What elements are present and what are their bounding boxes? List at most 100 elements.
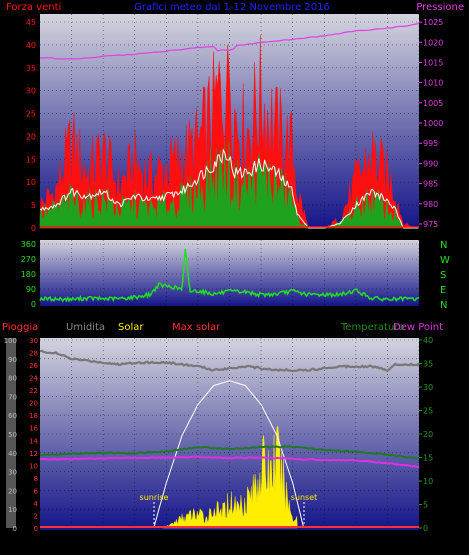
weather-x-tick-label: 16 [288, 540, 298, 549]
temperature-tick-label: 40 [423, 336, 433, 345]
wind-x-tick-label: 20 [351, 232, 361, 241]
humidity-tick-label: 0 [13, 525, 17, 533]
wind-left-tick-label: 0 [31, 224, 36, 233]
wind-direction-line [39, 248, 420, 303]
pressure-tick-label: 975 [423, 220, 438, 229]
pressure-line [39, 23, 420, 60]
wind-left-tick-label: 15 [26, 155, 36, 164]
humidity-tick-label: 100 [4, 337, 17, 345]
chart-title: Grafici meteo dal 1-12 Novembre 2016 [134, 2, 330, 13]
direction-panel-grid [40, 240, 420, 306]
temperature-tick-label: 5 [423, 501, 428, 510]
weather-x-tick-label: 10 [193, 540, 203, 549]
weather-panel-axes: 0102030405060708090100024681012141618202… [4, 336, 434, 549]
dir-label-n-bottom: N [440, 300, 447, 311]
rain-tick-label: 30 [29, 337, 38, 345]
direction-tick-label: 270 [21, 255, 36, 264]
humidity-scale-bar [6, 338, 16, 528]
temperature-tick-label: 20 [423, 430, 433, 439]
wind-x-tick-label: 02 [66, 232, 76, 241]
max-solar-curve [153, 380, 305, 529]
legend-temperatura: Temperatura [340, 322, 405, 333]
legend-dew-point: Dew Point [393, 322, 443, 333]
wind-left-tick-label: 30 [26, 87, 36, 96]
temperature-tick-label: 25 [423, 407, 433, 416]
pressure-tick-label: 1010 [423, 79, 443, 88]
wind-x-tick-label: 18 [319, 232, 329, 241]
weather-x-tick-label: 22 [382, 540, 392, 549]
weather-x-tick-label: 18 [319, 540, 329, 549]
direction-tick-label: 90 [26, 285, 36, 294]
solar-area [163, 425, 298, 529]
legend-max-solar: Max solar [172, 322, 221, 333]
wind-average-line [39, 148, 419, 229]
pressure-right-label: Pressione [416, 2, 464, 13]
weather-panel-series [39, 349, 420, 529]
pressure-tick-label: 1025 [423, 18, 443, 27]
rain-tick-label: 24 [29, 375, 38, 383]
rain-tick-label: 14 [29, 437, 38, 445]
pressure-tick-label: 1000 [423, 119, 443, 128]
humidity-tick-label: 80 [8, 375, 17, 383]
pressure-tick-label: 985 [423, 180, 438, 189]
humidity-tick-label: 20 [8, 487, 17, 495]
legend-umidita: Umidita [66, 322, 105, 333]
temperature-tick-label: 15 [423, 454, 433, 463]
wind-x-tick-label: 08 [161, 232, 171, 241]
rain-tick-label: 16 [29, 425, 38, 433]
weather-x-tick-label: 08 [161, 540, 171, 549]
pressure-tick-label: 1020 [423, 38, 443, 47]
direction-panel-series [39, 248, 420, 303]
wind-x-tick-label: 22 [382, 232, 392, 241]
wind-left-tick-label: 40 [26, 41, 36, 50]
weather-x-tick-label: 12 [224, 540, 234, 549]
direction-tick-label: 0 [31, 300, 36, 309]
rain-tick-label: 8 [34, 475, 38, 483]
weather-x-tick-label: 04 [98, 540, 108, 549]
rain-tick-label: 28 [29, 350, 38, 358]
sunset-label: sunset [291, 493, 318, 502]
weather-x-tick-label: 02 [66, 540, 76, 549]
rain-tick-label: 0 [34, 525, 38, 533]
wind-x-tick-label: 12 [224, 232, 234, 241]
wind-left-tick-label: 10 [26, 178, 36, 187]
direction-tick-label: 180 [21, 270, 36, 279]
dir-label-n-top: N [440, 240, 447, 251]
wind-x-tick-label: 06 [130, 232, 140, 241]
pressure-tick-label: 1015 [423, 58, 443, 67]
pressure-tick-label: 980 [423, 200, 438, 209]
weather-x-tick-label: 06 [130, 540, 140, 549]
wind-gust-area [39, 35, 419, 229]
pressure-tick-label: 995 [423, 139, 438, 148]
direction-tick-label: 360 [21, 240, 36, 249]
rain-tick-label: 26 [29, 362, 38, 370]
dir-label-w: W [440, 255, 450, 266]
wind-x-tick-label: 00 [414, 232, 424, 241]
wind-x-tick-label: 10 [193, 232, 203, 241]
rain-tick-label: 2 [34, 512, 38, 520]
wind-panel-series [39, 23, 420, 229]
temperature-line [39, 445, 420, 460]
temperature-tick-label: 30 [423, 383, 433, 392]
sunrise-label: sunrise [140, 493, 169, 502]
rain-tick-label: 6 [34, 487, 39, 495]
wind-left-tick-label: 5 [31, 201, 36, 210]
humidity-tick-label: 50 [8, 431, 17, 439]
weather-x-tick-label: 00 [414, 540, 424, 549]
temperature-tick-label: 10 [423, 477, 433, 486]
dir-label-s: S [440, 270, 446, 281]
rain-tick-label: 18 [29, 412, 38, 420]
rain-tick-label: 12 [29, 450, 38, 458]
dew-point-line [39, 455, 420, 468]
humidity-tick-label: 60 [8, 412, 17, 420]
humidity-tick-label: 30 [8, 469, 17, 477]
legend-pioggia: Pioggia [2, 322, 38, 333]
pressure-tick-label: 990 [423, 159, 438, 168]
weather-x-tick-label: 14 [256, 540, 266, 549]
wind-left-tick-label: 25 [26, 110, 36, 119]
rain-tick-label: 10 [29, 462, 38, 470]
humidity-tick-label: 70 [8, 393, 17, 401]
dir-label-e: E [440, 285, 446, 296]
wind-panel-axes: 0510152025303540459759809859909951000100… [26, 18, 444, 241]
